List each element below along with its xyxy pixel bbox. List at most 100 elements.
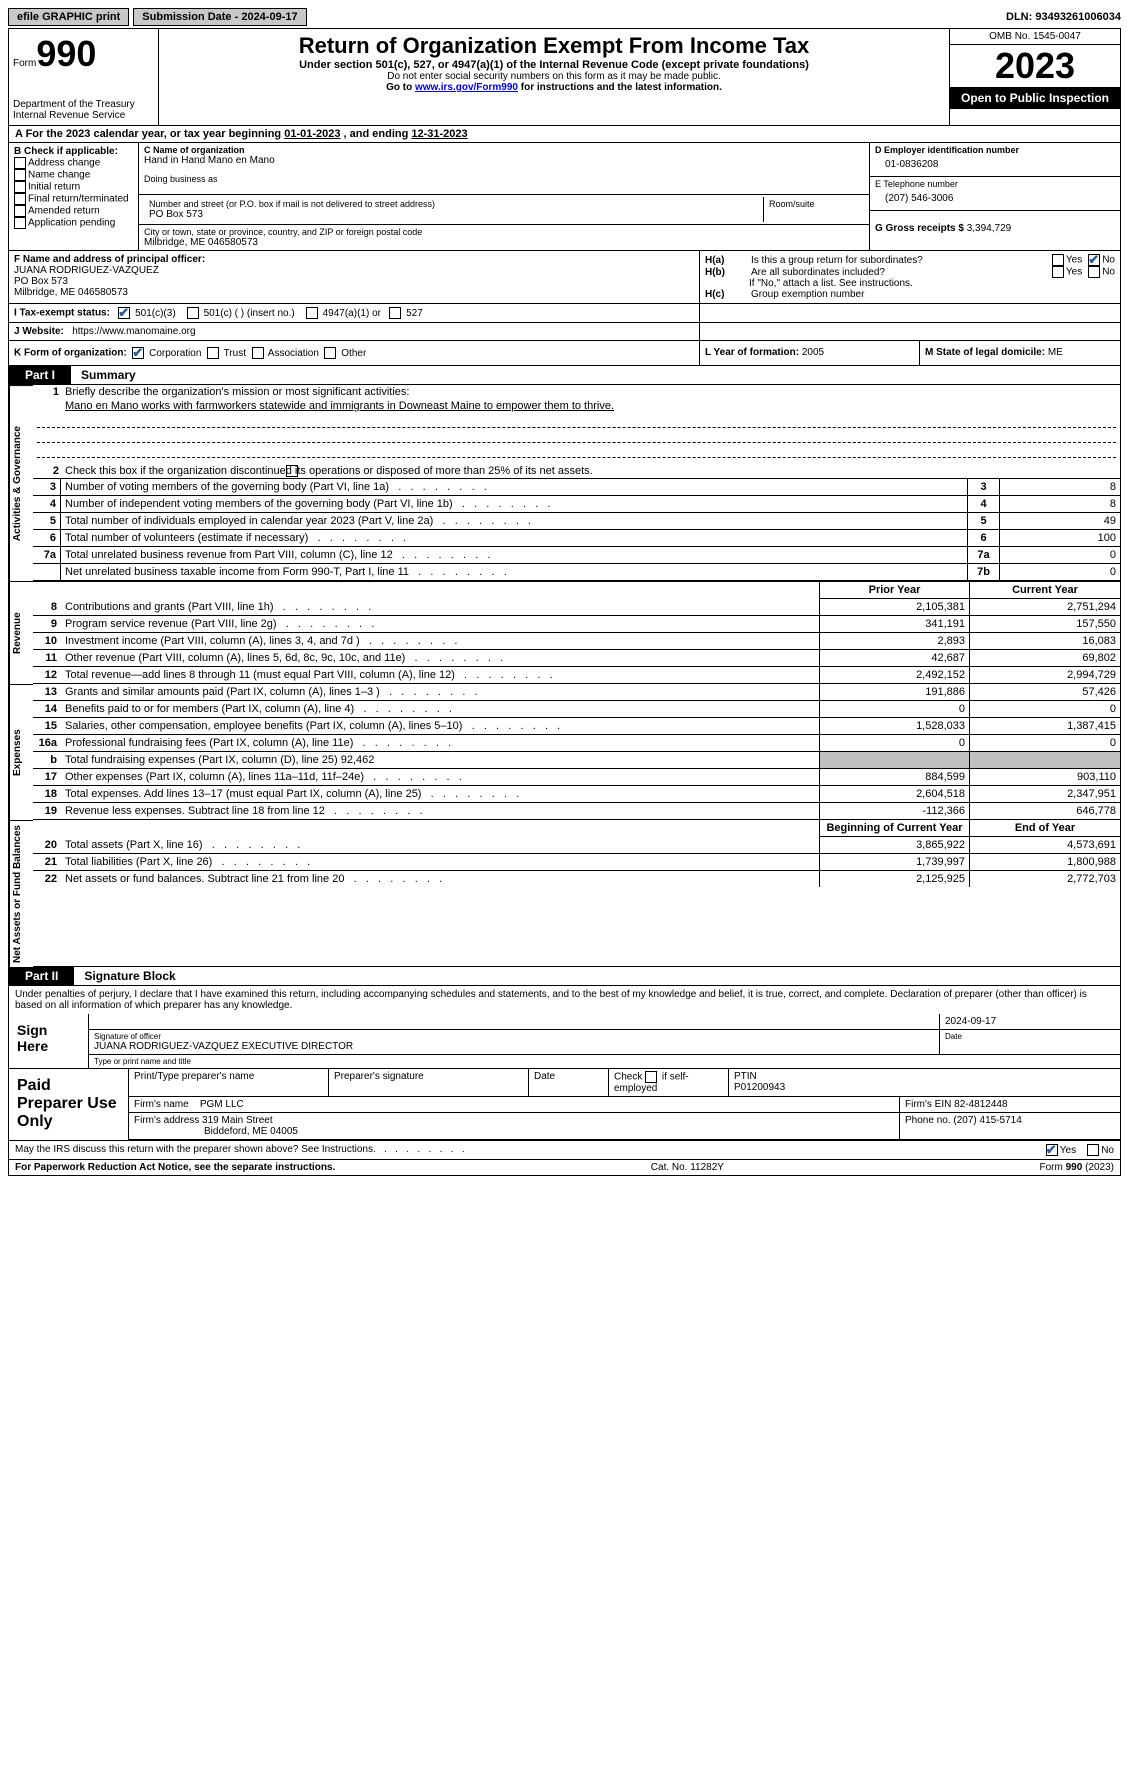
checkbox-initial-return[interactable]: Initial return (14, 181, 133, 193)
checkbox-amended[interactable]: Amended return (14, 205, 133, 217)
line-text: Total revenue—add lines 8 through 11 (mu… (61, 667, 820, 683)
discuss-text: May the IRS discuss this return with the… (15, 1144, 376, 1155)
check-other[interactable]: Other (324, 348, 366, 359)
sign-here-label: Sign Here (9, 1014, 89, 1068)
hb-text: Are all subordinates included? (751, 267, 1046, 278)
header-left: Form990 Department of the Treasury Inter… (9, 29, 159, 125)
line-idx: 6 (968, 530, 1000, 547)
line-num: 22 (33, 871, 61, 887)
check-527[interactable]: 527 (389, 308, 422, 319)
check-501c3[interactable]: 501(c)(3) (118, 308, 175, 319)
ha-no[interactable]: No (1088, 254, 1115, 266)
line-num: b (33, 752, 61, 769)
website-url[interactable]: https://www.manomaine.org (72, 326, 195, 337)
prior-year-value: 42,687 (820, 650, 970, 667)
line-num: 12 (33, 667, 61, 683)
check-4947[interactable]: 4947(a)(1) or (306, 308, 381, 319)
check-discontinued[interactable] (286, 465, 298, 477)
line-num: 11 (33, 650, 61, 667)
box-b: B Check if applicable: Address change Na… (9, 143, 139, 250)
check-association[interactable]: Association (252, 348, 319, 359)
ein-label: D Employer identification number (875, 145, 1115, 155)
ein-value: 01-0836208 (875, 155, 1115, 174)
box-d: D Employer identification number 01-0836… (870, 143, 1120, 250)
check-501c[interactable]: 501(c) ( ) (insert no.) (187, 308, 295, 319)
tax-year: 2023 (950, 45, 1120, 87)
line-num: 7a (33, 547, 61, 564)
line-text: Other revenue (Part VIII, column (A), li… (61, 650, 820, 667)
hb-note: If "No," attach a list. See instructions… (705, 278, 1115, 289)
col-header: Current Year (970, 582, 1120, 599)
line-idx: 5 (968, 513, 1000, 530)
current-year-value: 903,110 (970, 769, 1120, 786)
ha-yes[interactable]: Yes (1052, 254, 1082, 266)
submission-date-button[interactable]: Submission Date - 2024-09-17 (133, 8, 306, 26)
org-name: Hand in Hand Mano en Mano (144, 155, 864, 166)
col-header: End of Year (970, 820, 1120, 837)
hb-yes[interactable]: Yes (1052, 266, 1082, 278)
officer-signature-name: JUANA RODRIGUEZ-VAZQUEZ EXECUTIVE DIRECT… (94, 1041, 934, 1052)
tel-label: E Telephone number (875, 179, 1115, 189)
prior-year-value: 341,191 (820, 616, 970, 633)
omb-number: OMB No. 1545-0047 (950, 29, 1120, 45)
checkbox-final-return[interactable]: Final return/terminated (14, 193, 133, 205)
prior-year-value: 3,865,922 (820, 837, 970, 854)
current-year-value: 2,994,729 (970, 667, 1120, 683)
checkbox-address-change[interactable]: Address change (14, 157, 133, 169)
col-header: Beginning of Current Year (820, 820, 970, 837)
discuss-yes[interactable]: Yes (1046, 1145, 1076, 1156)
netassets-table: Beginning of Current YearEnd of Year20To… (33, 820, 1120, 887)
checkbox-application-pending[interactable]: Application pending (14, 217, 133, 229)
row-klm: K Form of organization: Corporation Trus… (8, 341, 1121, 366)
line-num: 17 (33, 769, 61, 786)
tax-exempt-status: I Tax-exempt status: 501(c)(3) 501(c) ( … (9, 304, 700, 322)
revenue-section: Prior YearCurrent Year8Contributions and… (33, 581, 1120, 684)
dba-label: Doing business as (144, 174, 864, 184)
check-corporation[interactable]: Corporation (132, 348, 201, 359)
discuss-no[interactable]: No (1087, 1145, 1114, 1156)
q2-text: Check this box if the organization disco… (65, 465, 1116, 477)
checkbox-name-change[interactable]: Name change (14, 169, 133, 181)
line-num: 9 (33, 616, 61, 633)
k-label: K Form of organization: (14, 348, 127, 359)
prior-year-value: 2,125,925 (820, 871, 970, 887)
efile-button[interactable]: efile GRAPHIC print (8, 8, 129, 26)
section-label-expenses: Expenses (9, 684, 33, 820)
q1-label: Briefly describe the organization's miss… (65, 386, 1116, 398)
row-j: J Website: https://www.manomaine.org (8, 323, 1121, 341)
line-text: Total unrelated business revenue from Pa… (61, 547, 968, 564)
blank-line (37, 428, 1116, 443)
line-num: 13 (33, 684, 61, 701)
irs-url-link[interactable]: www.irs.gov/Form990 (415, 82, 518, 93)
line-text: Total liabilities (Part X, line 26) (61, 854, 820, 871)
line-text: Grants and similar amounts paid (Part IX… (61, 684, 820, 701)
ptin-block: PTINP01200943 (729, 1069, 1120, 1096)
form-ref: Form 990 (2023) (1040, 1162, 1114, 1173)
sign-block: Sign Here 2024-09-17 Signature of office… (8, 1014, 1121, 1069)
netassets-section: Beginning of Current YearEnd of Year20To… (33, 820, 1120, 967)
current-year-value: 4,573,691 (970, 837, 1120, 854)
current-year-value (970, 752, 1120, 769)
year-formation: 2005 (802, 347, 824, 358)
line-text: Other expenses (Part IX, column (A), lin… (61, 769, 820, 786)
line-value: 0 (1000, 564, 1120, 580)
expenses-section: 13Grants and similar amounts paid (Part … (33, 684, 1120, 820)
sig-field[interactable] (89, 1014, 940, 1029)
prep-selfemp[interactable]: Check if self-employed (609, 1069, 729, 1096)
line-idx: 7a (968, 547, 1000, 564)
line-text: Revenue less expenses. Subtract line 18 … (61, 803, 820, 819)
check-trust[interactable]: Trust (207, 348, 246, 359)
firm-addr2: Biddeford, ME 04005 (134, 1126, 298, 1137)
line-idx: 3 (968, 479, 1000, 496)
current-year-value: 646,778 (970, 803, 1120, 819)
row-a-tax-year: A For the 2023 calendar year, or tax yea… (8, 126, 1121, 143)
line-text: Number of voting members of the governin… (61, 479, 968, 496)
footer: For Paperwork Reduction Act Notice, see … (8, 1160, 1121, 1176)
row-a-label: A For the 2023 calendar year, or tax yea… (15, 128, 284, 140)
ha-label: H(a) (705, 255, 745, 266)
part2-title: Signature Block (74, 967, 185, 985)
goto-line: Go to www.irs.gov/Form990 for instructio… (163, 82, 945, 93)
city-value: Milbridge, ME 046580573 (144, 237, 864, 248)
officer-name: JUANA RODRIGUEZ-VAZQUEZ (14, 265, 694, 276)
addr-block: Number and street (or P.O. box if mail i… (139, 195, 869, 225)
